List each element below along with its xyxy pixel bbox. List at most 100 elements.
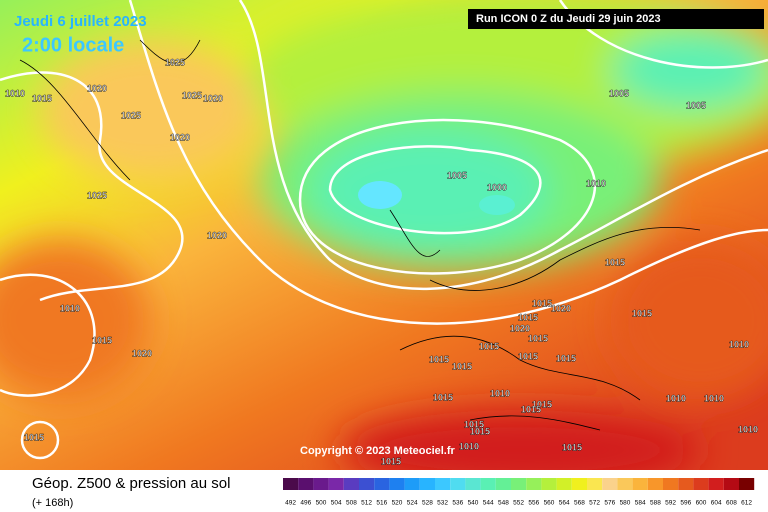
isobar-label: 1025: [121, 110, 141, 120]
isobar-label: 1010: [586, 178, 606, 188]
isobar-label: 1015: [532, 399, 552, 409]
colorbar-label: 520: [392, 500, 403, 507]
isobar-label: 1010: [729, 339, 749, 349]
isobar-label: 1020: [203, 93, 223, 103]
isobar-label: 1010: [704, 393, 724, 403]
colorbar-label: 580: [620, 500, 631, 507]
colorbar-cell: [587, 478, 603, 490]
colorbar-label: 548: [498, 500, 509, 507]
isobar-label: 1015: [433, 392, 453, 402]
isobar-label: 1015: [556, 353, 576, 363]
colorbar-cell: [739, 478, 755, 490]
colorbar-label: 532: [437, 500, 448, 507]
isobar-label: 1015: [532, 298, 552, 308]
colorbar-cell: [511, 478, 527, 490]
colorbar-cell: [647, 478, 663, 490]
colorbar-label: 524: [407, 500, 418, 507]
colorbar-label: 592: [665, 500, 676, 507]
colorbar-cell: [663, 478, 679, 490]
isobar-label: 1005: [447, 170, 467, 180]
isobar-label: 1020: [170, 132, 190, 142]
isobar-label: 1015: [479, 341, 499, 351]
copyright: Copyright © 2023 Meteociel.fr: [300, 445, 456, 457]
isobar-label: 1015: [521, 404, 541, 414]
colorbar-cell: [435, 478, 451, 490]
colorbar-cell: [343, 478, 359, 490]
isobar-label: 1010: [738, 424, 758, 434]
isobar-label: 1015: [452, 361, 472, 371]
isobar-label: 1015: [470, 426, 490, 436]
isobar-label: 1020: [87, 83, 107, 93]
colorbar-cell: [450, 478, 466, 490]
colorbar-cell: [632, 478, 648, 490]
colorbar-label: 544: [483, 500, 494, 507]
isobar-label: 1010: [490, 388, 510, 398]
isobar-label: 1015: [528, 333, 548, 343]
isobar-label: 1010: [459, 441, 479, 451]
colorbar-label: 552: [513, 500, 524, 507]
isobar-lines: [0, 0, 768, 458]
colorbar-label: 568: [574, 500, 585, 507]
isobar-label: 1015: [92, 335, 112, 345]
colorbar-label: 588: [650, 500, 661, 507]
run-info: Run ICON 0 Z du Jeudi 29 juin 2023: [476, 13, 661, 25]
colorbar-cell: [389, 478, 405, 490]
isobar-label: 1015: [518, 312, 538, 322]
isobar-label: 1025: [182, 90, 202, 100]
time: 2:00 locale: [22, 34, 124, 56]
colorbar-label: 504: [331, 500, 342, 507]
isobar-label: 1025: [165, 57, 185, 67]
isobar-label: 1015: [32, 93, 52, 103]
colorbar-cell: [708, 478, 724, 490]
colorbar-label: 596: [680, 500, 691, 507]
colorbar-cell: [617, 478, 633, 490]
colorbar-cell: [328, 478, 344, 490]
isobar-label: 1005: [686, 100, 706, 110]
colorbar-cell: [465, 478, 481, 490]
date: Jeudi 6 juillet 2023: [14, 13, 147, 30]
colorbar-label: 556: [528, 500, 539, 507]
colorbar-cell: [404, 478, 420, 490]
isobar-label: 1010: [60, 303, 80, 313]
colorbar-cell: [283, 478, 299, 490]
isobar-label: 1015: [632, 308, 652, 318]
isobar-label: 1015: [381, 456, 401, 466]
colorbar-label: 512: [361, 500, 372, 507]
run-box: [468, 9, 764, 29]
colorbar-label: 612: [741, 500, 752, 507]
isobar-label: 1020: [551, 303, 571, 313]
isobar-label: 1015: [562, 442, 582, 452]
isobar-label: 1005: [609, 88, 629, 98]
colorbar-cell: [480, 478, 496, 490]
colorbar-label: 572: [589, 500, 600, 507]
colorbar-label: 576: [604, 500, 615, 507]
colorbar-label: 496: [300, 500, 311, 507]
colorbar-label: 600: [696, 500, 707, 507]
colorbar-cell: [313, 478, 329, 490]
footer-lead: (+ 168h): [32, 497, 73, 509]
colorbar-label: 540: [468, 500, 479, 507]
colorbar-label: 604: [711, 500, 722, 507]
colorbar-cell: [723, 478, 739, 490]
isobar-label: 1025: [87, 190, 107, 200]
colorbar-label: 492: [285, 500, 296, 507]
colorbar-cell: [374, 478, 390, 490]
isobar-label: 1020: [510, 323, 530, 333]
colorbar-cell: [298, 478, 314, 490]
isobar-label: 1015: [429, 354, 449, 364]
colorbar-cell: [495, 478, 511, 490]
colorbar: 492 496 500 504 508 512 516 520 524 528 532 536 540 5…: [283, 478, 755, 507]
colorbar-label: 528: [422, 500, 433, 507]
isobar-label: 1020: [207, 230, 227, 240]
colorbar-label: 608: [726, 500, 737, 507]
footer: [0, 470, 768, 512]
colorbar-label: 536: [452, 500, 463, 507]
colorbar-cell: [541, 478, 557, 490]
colorbar-cell: [678, 478, 694, 490]
isobar-label: 1020: [132, 348, 152, 358]
colorbar-cell: [359, 478, 375, 490]
footer-title: Géop. Z500 & pression au sol: [32, 475, 230, 492]
field: [0, 0, 768, 490]
isobar-label: 1015: [464, 419, 484, 429]
